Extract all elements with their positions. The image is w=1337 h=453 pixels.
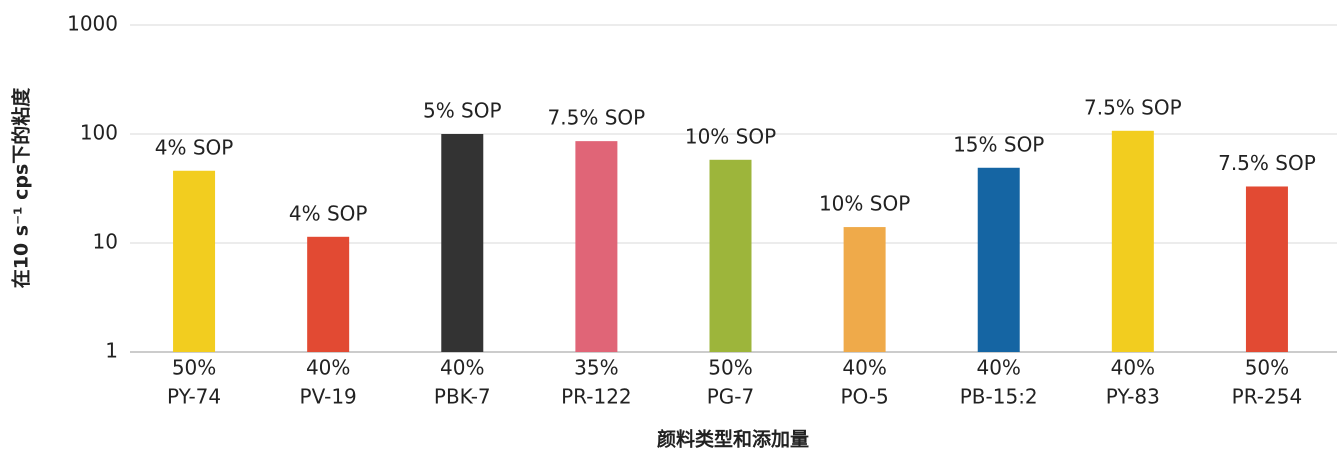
x-tick-label: 50% xyxy=(1245,356,1289,380)
x-tick-label: 40% xyxy=(842,356,886,380)
y-tick-label: 100 xyxy=(80,121,118,145)
y-tick-label: 1000 xyxy=(67,12,118,36)
bar-annotation: 15% SOP xyxy=(953,132,1044,156)
x-tick-label: PY-74 xyxy=(167,385,221,409)
bar xyxy=(843,227,886,352)
bar-annotation: 4% SOP xyxy=(155,135,234,159)
bar-annotation: 7.5% SOP xyxy=(548,106,646,130)
x-tick-label: PR-254 xyxy=(1232,385,1303,409)
x-tick-label: 35% xyxy=(574,356,618,380)
x-tick-label: 50% xyxy=(708,356,752,380)
bar-annotation: 7.5% SOP xyxy=(1218,151,1316,175)
bar xyxy=(441,134,484,352)
bar-annotation: 10% SOP xyxy=(685,124,776,148)
bar xyxy=(709,159,752,352)
x-tick-label: 40% xyxy=(976,356,1020,380)
y-tick-label: 10 xyxy=(93,230,118,254)
x-tick-label: PR-122 xyxy=(561,385,632,409)
x-tick-label: 40% xyxy=(1111,356,1155,380)
bar-annotation: 5% SOP xyxy=(423,99,502,123)
x-tick-label: PG-7 xyxy=(707,385,755,409)
bar xyxy=(1111,130,1154,352)
y-tick-label: 1 xyxy=(105,339,118,363)
x-tick-label: PBK-7 xyxy=(434,385,491,409)
bar xyxy=(307,236,350,352)
bar-annotation: 7.5% SOP xyxy=(1084,95,1182,119)
bar-annotation: 4% SOP xyxy=(289,201,368,225)
bar-annotation: 10% SOP xyxy=(819,192,910,216)
x-axis-label: 颜料类型和添加量 xyxy=(657,428,809,451)
x-tick-label: PO-5 xyxy=(840,385,888,409)
bar xyxy=(1245,186,1288,352)
x-tick-label: PV-19 xyxy=(300,385,357,409)
x-tick-label: PY-83 xyxy=(1106,385,1160,409)
x-tick-label: 40% xyxy=(440,356,484,380)
bar xyxy=(977,167,1020,352)
x-tick-label: 40% xyxy=(306,356,350,380)
x-tick-label: 50% xyxy=(172,356,216,380)
bar xyxy=(575,141,618,352)
y-axis-label: 在10 s⁻¹ cps下的粘度 xyxy=(10,87,33,289)
bar xyxy=(173,170,216,352)
x-tick-label: PB-15:2 xyxy=(960,385,1038,409)
